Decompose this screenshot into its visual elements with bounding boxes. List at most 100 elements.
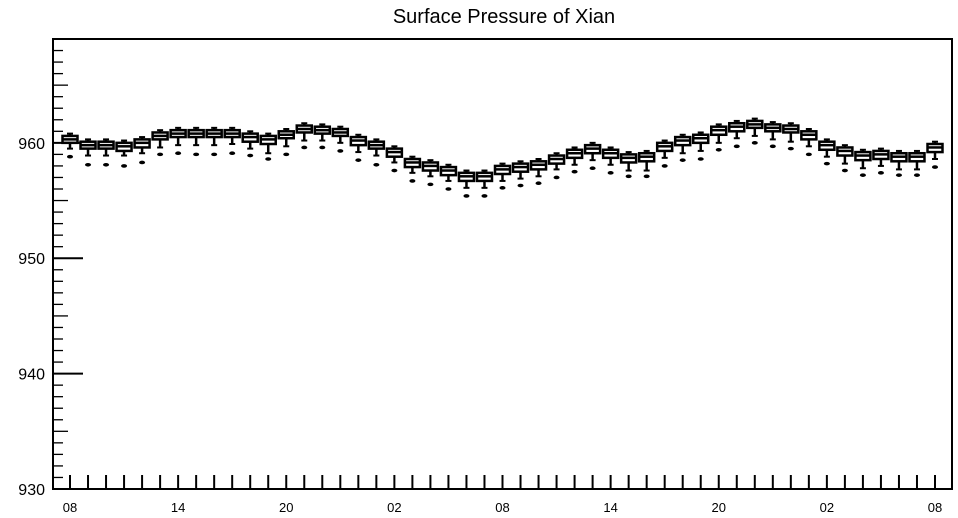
x-axis: 08 14 20 02 08 14 20 02 08 (63, 475, 942, 515)
box-6 (169, 126, 187, 156)
box-20 (421, 159, 440, 187)
box-series (61, 117, 944, 198)
box-42 (818, 138, 836, 166)
box-outlier (139, 160, 146, 165)
box-47 (908, 149, 926, 177)
box-22 (457, 169, 476, 198)
box-35 (691, 131, 710, 161)
box-11 (259, 132, 277, 161)
box-outlier (229, 151, 236, 156)
box-outlier (553, 175, 560, 180)
box-48 (926, 140, 944, 169)
box-1 (79, 138, 97, 167)
box-39 (764, 121, 782, 149)
box-outlier (463, 194, 470, 198)
box-23 (475, 169, 494, 198)
box-44 (854, 148, 872, 177)
box-outlier (391, 168, 398, 173)
y-tick-label: 950 (18, 251, 45, 268)
box-outlier (175, 151, 182, 156)
box-outlier (409, 179, 416, 183)
box-outlier (661, 164, 668, 168)
box-37 (728, 119, 746, 149)
box-outlier (607, 171, 614, 175)
box-25 (511, 160, 530, 188)
box-outlier (643, 174, 650, 179)
box-outlier (895, 173, 902, 177)
box-43 (836, 144, 854, 173)
box-8 (205, 126, 223, 157)
box-outlier (535, 181, 542, 186)
box-outlier (751, 141, 758, 145)
box-outlier (625, 174, 632, 179)
box-outlier (265, 157, 272, 161)
box-0 (61, 132, 79, 159)
box-27 (547, 152, 566, 180)
box-outlier (481, 194, 488, 198)
box-outlier (823, 161, 830, 166)
y-tick-label: 940 (18, 367, 45, 384)
box-31 (619, 151, 638, 179)
x-tick-label: 14 (171, 500, 185, 515)
x-tick-label: 08 (928, 500, 942, 515)
box-outlier (697, 157, 704, 161)
box-12 (277, 128, 295, 157)
box-38 (746, 117, 764, 145)
box-outlier (373, 162, 380, 167)
box-outlier (913, 173, 920, 177)
box-outlier (499, 186, 506, 190)
box-outlier (103, 162, 110, 167)
box-28 (565, 146, 584, 174)
plot-frame (52, 38, 953, 490)
box-outlier (805, 152, 812, 157)
box-outlier (877, 171, 884, 175)
box-outlier (157, 152, 164, 157)
box-18 (385, 145, 404, 173)
box-outlier (193, 152, 200, 157)
box-outlier (427, 182, 434, 187)
box-17 (367, 138, 386, 167)
box-2 (97, 138, 115, 167)
box-24 (493, 162, 512, 190)
box-15 (331, 125, 350, 153)
box-3 (115, 139, 133, 168)
box-40 (782, 122, 800, 151)
box-outlier (859, 173, 866, 177)
box-outlier (247, 153, 254, 158)
box-16 (349, 133, 368, 162)
box-26 (529, 158, 548, 186)
x-tick-label: 08 (63, 500, 77, 515)
x-tick-label: 02 (820, 500, 834, 515)
chart-title: Surface Pressure of Xian (393, 6, 615, 28)
box-41 (800, 128, 818, 157)
box-outlier (589, 166, 596, 171)
box-13 (295, 122, 314, 150)
box-outlier (211, 152, 218, 157)
x-tick-label: 02 (387, 500, 401, 515)
box-30 (601, 146, 620, 175)
box-19 (403, 155, 422, 183)
box-outlier (319, 145, 326, 150)
box-21 (439, 163, 458, 191)
box-14 (313, 123, 332, 150)
box-outlier (337, 149, 344, 153)
box-outlier (841, 168, 848, 173)
box-45 (872, 147, 890, 175)
box-outlier (787, 146, 794, 151)
box-outlier (85, 162, 92, 167)
box-34 (673, 133, 692, 162)
box-outlier (355, 158, 362, 162)
box-36 (710, 123, 728, 152)
box-outlier (445, 187, 452, 191)
y-tick-label: 930 (18, 482, 45, 499)
box-10 (241, 130, 259, 158)
box-33 (655, 139, 674, 168)
x-tick-label: 20 (279, 500, 293, 515)
box-outlier (715, 147, 722, 152)
box-32 (637, 149, 656, 179)
y-tick-label: 960 (18, 136, 45, 153)
box-outlier (67, 154, 73, 159)
box-outlier (571, 169, 578, 174)
box-outlier (517, 183, 524, 188)
